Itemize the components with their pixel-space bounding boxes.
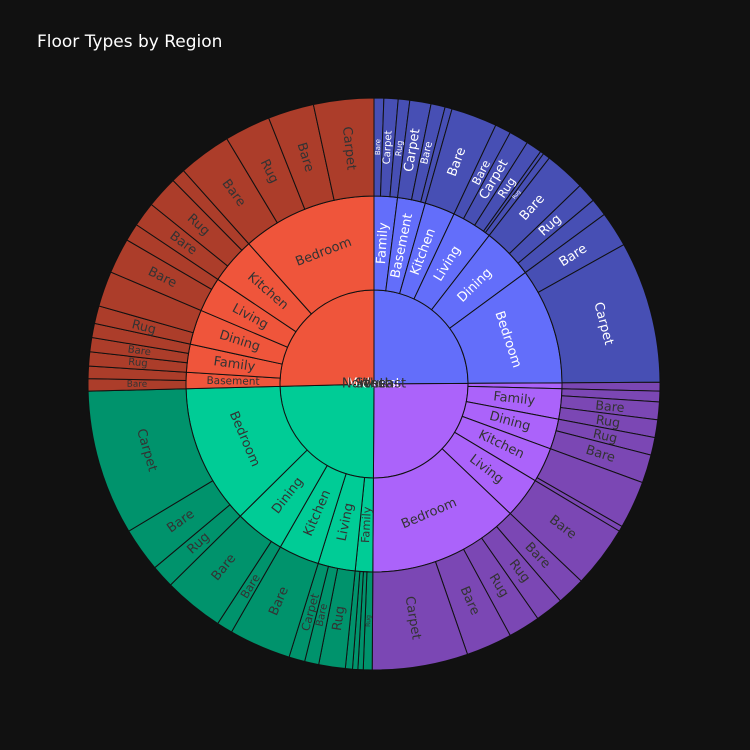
floor-label-northeast-basement-bare-0: Bare: [127, 380, 147, 390]
floor-label-west-living-rug-0: Rug: [330, 605, 349, 632]
floor-label-south-bedroom-carpet-4: Carpet: [402, 595, 424, 641]
floor-label-midwest-family-rug-2: Rug: [393, 140, 405, 157]
room-label-northeast-basement: Basement: [206, 375, 259, 388]
chart-title: Floor Types by Region: [37, 32, 223, 52]
floor-label-northeast-bedroom-carpet-3: Carpet: [339, 126, 359, 171]
floor-label-northeast-family-bare-1: Bare: [127, 344, 152, 358]
floor-label-midwest-basement-bare-1: Bare: [419, 140, 435, 165]
floor-label-midwest-family-bare-0: Bare: [374, 139, 382, 155]
region-label-midwest: Midwest: [347, 377, 401, 392]
floor-label-midwest-family-carpet-1: Carpet: [382, 130, 395, 165]
floor-label-west-family-rug-0: Rug: [365, 615, 372, 627]
floor-label-south-dining-rug-0: Rug: [592, 426, 619, 446]
floor-label-midwest-living-rug-4: Rug: [512, 189, 523, 200]
floor-label-northeast-dining-rug-0: Rug: [130, 316, 157, 336]
room-label-northeast-family: Family: [213, 354, 257, 375]
floor-label-south-family-rug-1: Bare: [595, 397, 626, 415]
room-label-midwest-family: Family: [374, 222, 392, 265]
floor-label-midwest-basement-carpet-0: Carpet: [402, 127, 424, 173]
region-label-west: West: [358, 377, 390, 392]
floor-label-northeast-family-rug-0: Rug: [128, 357, 148, 370]
region-label-south: South: [355, 377, 393, 392]
floor-segment-northeast-bedroom-carpet-3[interactable]: [312, 97, 375, 201]
room-label-south-family: Family: [493, 389, 536, 408]
room-label-west-family: Family: [359, 506, 374, 543]
region-label-northeast: Northeast: [342, 377, 406, 392]
floor-label-south-family-rug-2: Rug: [595, 412, 621, 431]
floor-label-west-living-bare-1: Bare: [314, 603, 330, 628]
